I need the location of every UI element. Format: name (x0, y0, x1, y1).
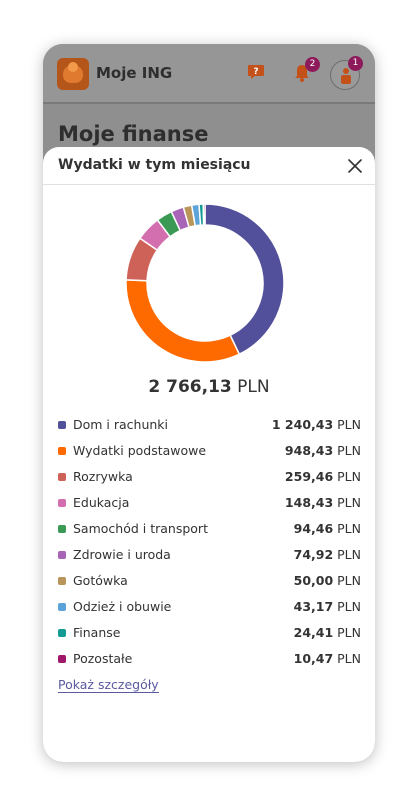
total-amount: 2 766,13 (148, 377, 232, 397)
donut-slice-9[interactable] (202, 203, 206, 226)
legend-color-swatch (58, 577, 66, 585)
legend-label: Dom i rachunki (73, 417, 169, 432)
legend-value: 259,46 PLN (284, 469, 361, 484)
legend-item: Wydatki podstawowe 948,43 PLN (58, 441, 361, 467)
expenses-legend: Dom i rachunki 1 240,43 PLN Wydatki podsta… (58, 415, 361, 675)
legend-item: Dom i rachunki 1 240,43 PLN (58, 415, 361, 441)
legend-label: Odzież i obuwie (73, 599, 172, 614)
legend-value: 74,92 PLN (293, 547, 361, 562)
legend-label: Finanse (73, 625, 121, 640)
legend-value: 948,43 PLN (284, 443, 361, 458)
legend-item: Edukacja 148,43 PLN (58, 493, 361, 519)
expenses-donut-chart (125, 203, 285, 363)
legend-color-swatch (58, 629, 66, 637)
page-title: Moje finanse (58, 122, 209, 146)
legend-item: Samochód i transport 94,46 PLN (58, 519, 361, 545)
legend-value: 50,00 PLN (293, 573, 361, 588)
legend-item: Finanse 24,41 PLN (58, 623, 361, 649)
svg-text:?: ? (253, 67, 258, 77)
legend-value: 10,47 PLN (293, 651, 361, 666)
show-details-link[interactable]: Pokaż szczegóły (58, 677, 159, 693)
legend-item: Zdrowie i uroda 74,92 PLN (58, 545, 361, 571)
legend-value: 24,41 PLN (293, 625, 361, 640)
legend-color-swatch (58, 421, 66, 429)
donut-slice-0[interactable] (204, 203, 285, 356)
legend-item: Rozrywka 259,46 PLN (58, 467, 361, 493)
legend-color-swatch (58, 525, 66, 533)
legend-label: Wydatki podstawowe (73, 443, 207, 458)
legend-color-swatch (58, 551, 66, 559)
lion-head-shape (68, 62, 78, 72)
sheet-header: Wydatki w tym miesiącu (43, 147, 375, 185)
legend-label: Gotówka (73, 573, 128, 588)
legend-item: Odzież i obuwie 43,17 PLN (58, 597, 361, 623)
donut-slice-1[interactable] (125, 279, 241, 363)
legend-label: Edukacja (73, 495, 130, 510)
total-currency: PLN (237, 377, 270, 397)
legend-color-swatch (58, 447, 66, 455)
legend-color-swatch (58, 499, 66, 507)
top-bar: Moje ING ? 2 1 (43, 44, 375, 104)
ing-logo-icon[interactable] (57, 58, 89, 90)
legend-label: Zdrowie i uroda (73, 547, 171, 562)
legend-label: Pozostałe (73, 651, 133, 666)
legend-label: Samochód i transport (73, 521, 208, 536)
legend-value: 148,43 PLN (284, 495, 361, 510)
legend-color-swatch (58, 603, 66, 611)
legend-value: 43,17 PLN (293, 599, 361, 614)
app-title: Moje ING (96, 64, 173, 82)
profile-button[interactable] (330, 60, 360, 90)
total-expenses: 2 766,13 PLN (43, 377, 375, 397)
legend-value: 94,46 PLN (293, 521, 361, 536)
legend-color-swatch (58, 655, 66, 663)
help-chat-icon[interactable]: ? (247, 64, 265, 80)
close-icon[interactable] (348, 159, 362, 173)
app-window: Moje ING ? 2 1 Moje finanse Wydatki w ty… (43, 44, 375, 762)
profile-badge: 1 (348, 56, 363, 71)
legend-value: 1 240,43 PLN (271, 417, 361, 432)
legend-item: Gotówka 50,00 PLN (58, 571, 361, 597)
sheet-title: Wydatki w tym miesiącu (58, 157, 251, 173)
notifications-badge: 2 (305, 57, 320, 72)
expenses-sheet: Wydatki w tym miesiącu 2 766,13 PLN Dom … (43, 147, 375, 762)
legend-label: Rozrywka (73, 469, 133, 484)
legend-color-swatch (58, 473, 66, 481)
user-icon (341, 68, 351, 84)
legend-item: Pozostałe 10,47 PLN (58, 649, 361, 675)
